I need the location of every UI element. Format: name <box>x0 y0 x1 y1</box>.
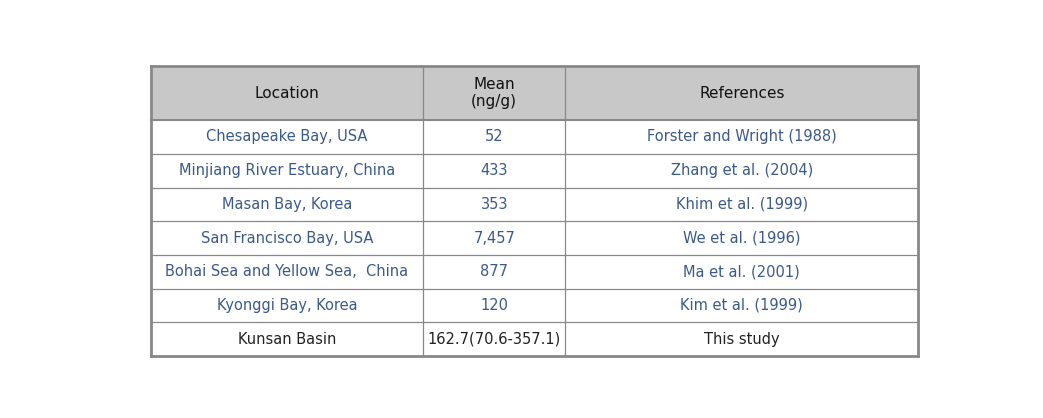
Text: 162.7(70.6-357.1): 162.7(70.6-357.1) <box>428 331 561 347</box>
Text: Masan Bay, Korea: Masan Bay, Korea <box>222 197 353 212</box>
Text: Mean
(ng/g): Mean (ng/g) <box>471 77 517 110</box>
Text: This study: This study <box>704 331 780 347</box>
Text: Chesapeake Bay, USA: Chesapeake Bay, USA <box>207 130 367 145</box>
Text: Bohai Sea and Yellow Sea,  China: Bohai Sea and Yellow Sea, China <box>166 264 409 279</box>
Text: Ma et al. (2001): Ma et al. (2001) <box>683 264 800 279</box>
Text: Kim et al. (1999): Kim et al. (1999) <box>680 298 803 313</box>
Text: Forster and Wright (1988): Forster and Wright (1988) <box>647 130 836 145</box>
Text: San Francisco Bay, USA: San Francisco Bay, USA <box>200 231 373 245</box>
Text: Minjiang River Estuary, China: Minjiang River Estuary, China <box>178 163 395 178</box>
Bar <box>150 66 919 120</box>
Text: Kyonggi Bay, Korea: Kyonggi Bay, Korea <box>217 298 357 313</box>
Text: 7,457: 7,457 <box>474 231 515 245</box>
Text: 52: 52 <box>485 130 504 145</box>
Text: 433: 433 <box>481 163 508 178</box>
Text: 877: 877 <box>480 264 508 279</box>
Text: We et al. (1996): We et al. (1996) <box>683 231 801 245</box>
Text: Kunsan Basin: Kunsan Basin <box>238 331 336 347</box>
Text: Khim et al. (1999): Khim et al. (1999) <box>676 197 808 212</box>
Text: Location: Location <box>254 86 319 101</box>
Text: Zhang et al. (2004): Zhang et al. (2004) <box>671 163 812 178</box>
Text: References: References <box>699 86 784 101</box>
Text: 353: 353 <box>481 197 508 212</box>
Text: 120: 120 <box>480 298 508 313</box>
